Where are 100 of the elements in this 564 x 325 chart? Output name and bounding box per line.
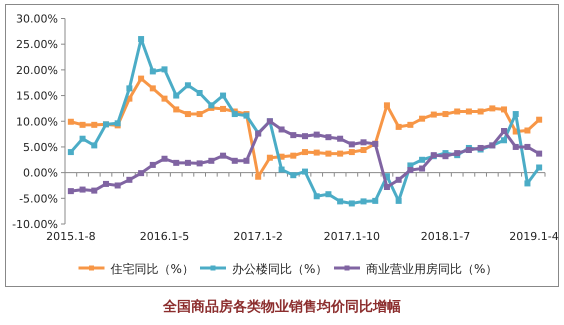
x-tick-label: 2019.1-4 <box>509 230 559 243</box>
point <box>162 66 168 72</box>
point <box>430 112 437 118</box>
point <box>337 198 344 204</box>
point <box>243 158 250 164</box>
y-tick-label: 20.00% <box>16 64 58 77</box>
y-tick-label: 30.00% <box>16 12 58 26</box>
point <box>325 134 332 140</box>
point <box>419 156 426 163</box>
point <box>337 150 344 157</box>
point <box>478 108 484 114</box>
point <box>173 160 180 166</box>
point <box>232 111 238 118</box>
point <box>466 108 472 114</box>
point <box>337 136 344 142</box>
x-tick-label: 2016.1-5 <box>140 230 190 243</box>
point <box>208 102 214 108</box>
point <box>512 144 519 150</box>
point <box>220 152 226 159</box>
point <box>80 136 86 142</box>
point <box>302 133 308 140</box>
y-tick-label: 15.00% <box>16 90 58 103</box>
point <box>80 122 86 128</box>
point <box>196 160 203 166</box>
point <box>150 162 156 168</box>
point <box>501 106 508 112</box>
point <box>173 106 180 112</box>
y-tick-label: 25.00% <box>16 38 58 52</box>
point <box>290 152 296 159</box>
point <box>454 108 460 114</box>
point <box>348 200 355 206</box>
point <box>419 116 426 122</box>
point <box>524 127 530 134</box>
point <box>162 96 168 102</box>
point <box>290 172 296 178</box>
point <box>348 149 355 156</box>
point <box>278 166 285 173</box>
point <box>91 122 98 128</box>
point <box>489 105 496 112</box>
point <box>266 154 273 161</box>
point <box>114 182 121 188</box>
legend-label: 商业营业用房同比（%） <box>366 262 498 276</box>
point <box>173 92 180 99</box>
x-tick-label: 2018.1-7 <box>420 230 470 243</box>
point <box>348 141 355 148</box>
point <box>407 122 414 128</box>
point <box>150 85 156 92</box>
legend-label: 住宅同比（%） <box>110 262 194 276</box>
point <box>360 198 367 204</box>
legend-label: 办公楼同比（%） <box>232 262 328 276</box>
point <box>360 147 367 154</box>
point <box>419 166 426 172</box>
point <box>184 160 191 166</box>
point <box>91 188 98 194</box>
point <box>102 180 109 187</box>
x-tick-label: 2017.1-10 <box>324 230 380 243</box>
point <box>384 184 390 190</box>
point <box>524 180 530 186</box>
y-tick-label: 0.00% <box>23 166 58 180</box>
point <box>536 164 542 170</box>
point <box>325 191 332 198</box>
point <box>302 168 308 175</box>
point <box>220 92 226 99</box>
point <box>278 126 285 132</box>
point <box>396 124 402 130</box>
point <box>138 170 144 176</box>
point <box>360 139 367 146</box>
point <box>536 116 542 123</box>
point <box>384 102 390 108</box>
point <box>536 150 542 157</box>
x-tick-label: 2015.1-8 <box>46 230 96 243</box>
point <box>442 153 448 160</box>
point <box>184 111 191 118</box>
point <box>196 111 203 118</box>
y-tick-label: -5.00% <box>19 192 58 206</box>
point <box>290 132 296 138</box>
point <box>512 111 519 118</box>
point <box>150 68 156 74</box>
point <box>162 156 168 162</box>
point <box>314 150 320 156</box>
point <box>466 147 472 154</box>
x-tick-label: 2017.1-2 <box>233 230 283 243</box>
point <box>68 149 74 156</box>
y-tick-label: -10.00% <box>12 218 58 231</box>
point <box>126 85 132 92</box>
point <box>314 132 320 138</box>
point <box>138 36 144 42</box>
point <box>126 176 132 183</box>
point <box>220 106 226 112</box>
text: 全国商品房各类物业销售均价同比增幅 <box>162 298 401 315</box>
point <box>314 193 320 200</box>
point <box>80 186 86 193</box>
point <box>442 111 448 118</box>
point <box>255 174 262 180</box>
point <box>196 90 203 96</box>
point <box>302 149 308 156</box>
point <box>68 188 74 194</box>
point <box>138 76 144 82</box>
y-tick-label: 5.00% <box>23 140 58 154</box>
point <box>208 158 214 164</box>
